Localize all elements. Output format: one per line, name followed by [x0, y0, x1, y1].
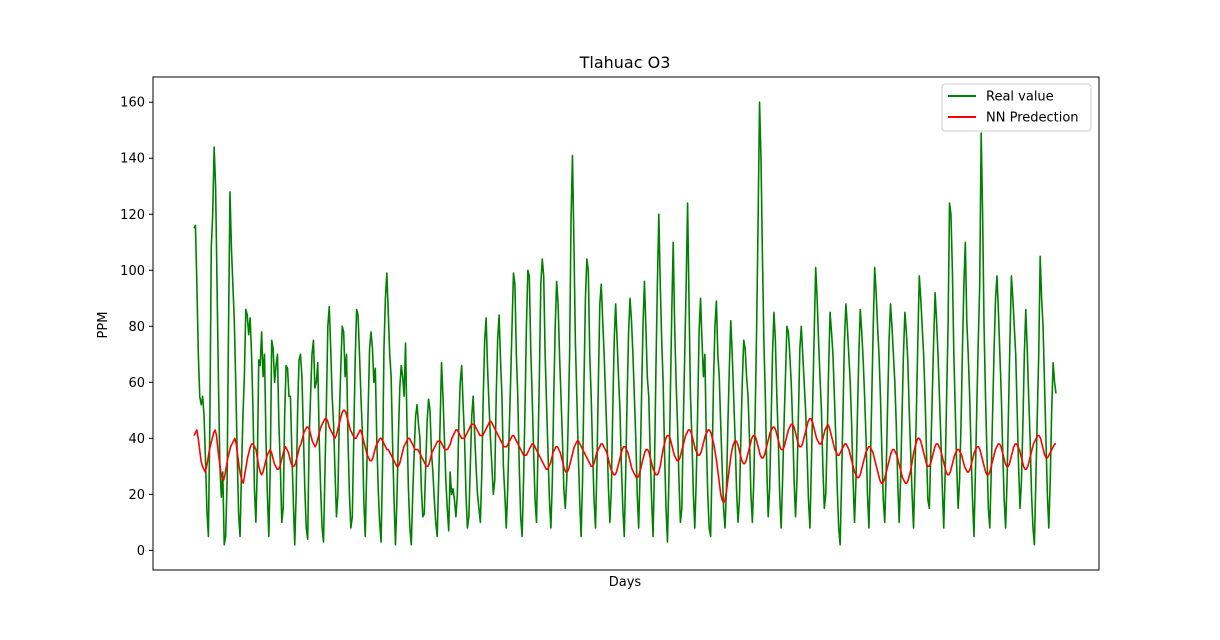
y-tick-label-7: 140: [120, 152, 145, 167]
y-tick-label-2: 40: [128, 432, 145, 447]
x-axis-label: Days: [609, 575, 642, 590]
chart-title: Tlahuac O3: [579, 53, 671, 72]
y-axis-label: PPM: [96, 312, 111, 339]
y-tick-label-3: 60: [128, 376, 145, 391]
y-tick-label-0: 0: [137, 544, 145, 559]
legend-label-0: Real value: [986, 90, 1054, 105]
axes-frame: [152, 76, 1100, 571]
y-tick-label-4: 80: [128, 320, 145, 335]
legend: Real value NN Predection: [941, 83, 1092, 132]
series-line-0: [193, 101, 1057, 546]
legend-label-1: NN Predection: [986, 111, 1079, 126]
y-tick-label-1: 20: [128, 488, 145, 503]
plot-area: 0 20 40 60 80 100 120 140 160: [120, 76, 1100, 571]
legend-box: [941, 83, 1092, 132]
series-line-1: [193, 409, 1056, 504]
y-tick-label-5: 100: [120, 264, 145, 279]
y-tick-label-6: 120: [120, 208, 145, 223]
y-tick-label-8: 160: [120, 96, 145, 111]
